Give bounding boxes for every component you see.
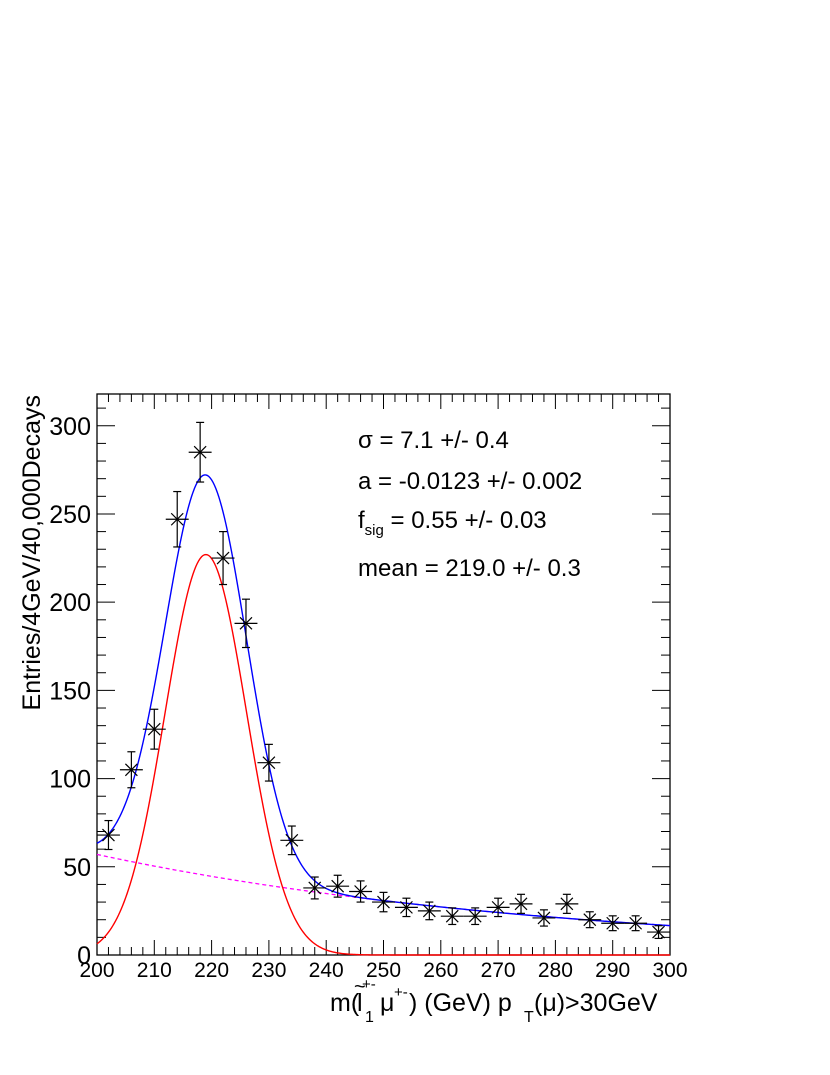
data-point bbox=[486, 897, 510, 918]
y-tick-label: 250 bbox=[49, 501, 91, 529]
fit-annotations: σ = 7.1 +/- 0.4 a = -0.0123 +/- 0.002 fs… bbox=[358, 427, 582, 582]
marker-stroke bbox=[422, 904, 436, 918]
data-point bbox=[509, 893, 533, 914]
x-tick-label: 220 bbox=[194, 959, 229, 982]
data-point bbox=[440, 907, 464, 926]
annotation-fsig-sub: sig bbox=[365, 522, 384, 539]
y-tick-labels: 0 50 100 150 200 250 300 bbox=[49, 413, 91, 970]
y-tick-label: 0 bbox=[77, 942, 91, 970]
data-point bbox=[463, 907, 487, 926]
data-point bbox=[326, 874, 350, 898]
data-point bbox=[601, 915, 625, 932]
y-tick-label: 200 bbox=[49, 589, 91, 617]
marker-stroke bbox=[124, 763, 138, 777]
marker-stroke bbox=[445, 909, 459, 923]
data-point bbox=[119, 751, 143, 789]
x-label-mu: μ bbox=[380, 989, 394, 1017]
annotation-mean: mean = 219.0 +/- 0.3 bbox=[358, 555, 581, 582]
marker-stroke bbox=[354, 885, 368, 898]
marker-stroke bbox=[491, 900, 505, 914]
data-point bbox=[394, 897, 418, 918]
annotation-fsig-value: = 0.55 +/- 0.03 bbox=[384, 507, 547, 534]
y-tick-label: 300 bbox=[49, 413, 91, 441]
x-tick-label: 260 bbox=[423, 959, 458, 982]
x-tick-label: 230 bbox=[251, 959, 286, 982]
marker-stroke bbox=[285, 833, 299, 847]
background-fit-curve bbox=[96, 853, 671, 927]
y-tick-label: 50 bbox=[63, 854, 91, 882]
y-tick-label: 150 bbox=[49, 677, 91, 705]
x-label-tail: (μ)>30GeV bbox=[534, 989, 658, 1017]
marker-stroke bbox=[606, 916, 620, 930]
data-point bbox=[142, 708, 166, 750]
data-point bbox=[555, 893, 579, 914]
x-label-lepton-tilde: ~ bbox=[354, 976, 366, 998]
total-fit-curve bbox=[96, 474, 671, 927]
annotation-sigma: σ = 7.1 +/- 0.4 bbox=[358, 427, 509, 454]
fit-curves bbox=[96, 474, 671, 956]
x-label-pt-sub: T bbox=[524, 1009, 534, 1026]
data-point bbox=[624, 915, 648, 932]
data-point bbox=[372, 891, 395, 913]
marker-stroke bbox=[308, 881, 322, 895]
marker-stroke bbox=[583, 913, 597, 927]
data-point bbox=[647, 925, 670, 940]
data-point bbox=[165, 490, 189, 548]
x-tick-label: 290 bbox=[595, 959, 630, 982]
data-points bbox=[97, 421, 670, 940]
annotation-sigma-value: = 7.1 +/- 0.4 bbox=[373, 427, 509, 454]
data-point bbox=[349, 880, 373, 903]
marker-stroke bbox=[262, 756, 276, 770]
marker-stroke bbox=[147, 722, 161, 736]
data-point bbox=[211, 531, 235, 586]
x-tick-label: 250 bbox=[366, 959, 401, 982]
x-label-lepton-sup: +- bbox=[362, 976, 376, 993]
x-tick-label: 210 bbox=[137, 959, 172, 982]
marker-stroke bbox=[193, 445, 207, 459]
x-tick-label: 200 bbox=[79, 959, 114, 982]
marker-stroke bbox=[216, 551, 230, 565]
data-point bbox=[303, 876, 327, 900]
x-tick-label: 270 bbox=[481, 959, 516, 982]
marker-stroke bbox=[102, 828, 115, 842]
marker-stroke bbox=[170, 512, 184, 526]
annotation-fsig-symbol: f bbox=[358, 507, 365, 534]
marker-stroke bbox=[399, 900, 413, 914]
marker-stroke bbox=[468, 909, 482, 923]
data-point bbox=[234, 598, 258, 649]
marker-stroke bbox=[239, 616, 253, 630]
x-label-mu-sup: +- bbox=[394, 984, 408, 1001]
axis-ticks bbox=[96, 394, 671, 956]
annotation-a: a = -0.0123 +/- 0.002 bbox=[358, 468, 582, 495]
x-tick-labels: 200 210 220 230 240 250 260 270 280 290 300 bbox=[79, 959, 687, 982]
marker-stroke bbox=[377, 895, 390, 909]
annotation-sigma-symbol: σ bbox=[358, 427, 373, 454]
x-tick-label: 300 bbox=[652, 959, 687, 982]
data-point bbox=[97, 819, 120, 851]
marker-stroke bbox=[331, 879, 345, 893]
x-axis-label: m( l ~ 1 +- μ +- ) (GeV) p T (μ)>30GeV bbox=[330, 976, 658, 1026]
data-point bbox=[280, 825, 304, 856]
marker-stroke bbox=[560, 897, 574, 911]
signal-fit-curve bbox=[96, 553, 670, 956]
x-tick-label: 280 bbox=[538, 959, 573, 982]
y-tick-label: 100 bbox=[49, 766, 91, 794]
x-label-main: m( bbox=[330, 989, 360, 1017]
data-point bbox=[532, 909, 556, 927]
data-point bbox=[188, 421, 212, 483]
marker-stroke bbox=[629, 916, 643, 930]
x-label-lepton-sub: 1 bbox=[365, 1009, 374, 1026]
y-axis-label: Entries/4GeV/40,000Decays bbox=[18, 395, 46, 710]
x-label-lepton: l bbox=[357, 989, 363, 1017]
data-point bbox=[417, 901, 441, 921]
marker-stroke bbox=[537, 911, 551, 925]
x-tick-label: 240 bbox=[309, 959, 344, 982]
annotation-fsig: fsig = 0.55 +/- 0.03 bbox=[358, 507, 547, 539]
data-point bbox=[578, 911, 602, 929]
x-label-after-mu: ) (GeV) p bbox=[409, 989, 512, 1017]
marker-stroke bbox=[514, 897, 528, 911]
marker-stroke bbox=[652, 925, 665, 939]
data-point bbox=[257, 743, 281, 782]
